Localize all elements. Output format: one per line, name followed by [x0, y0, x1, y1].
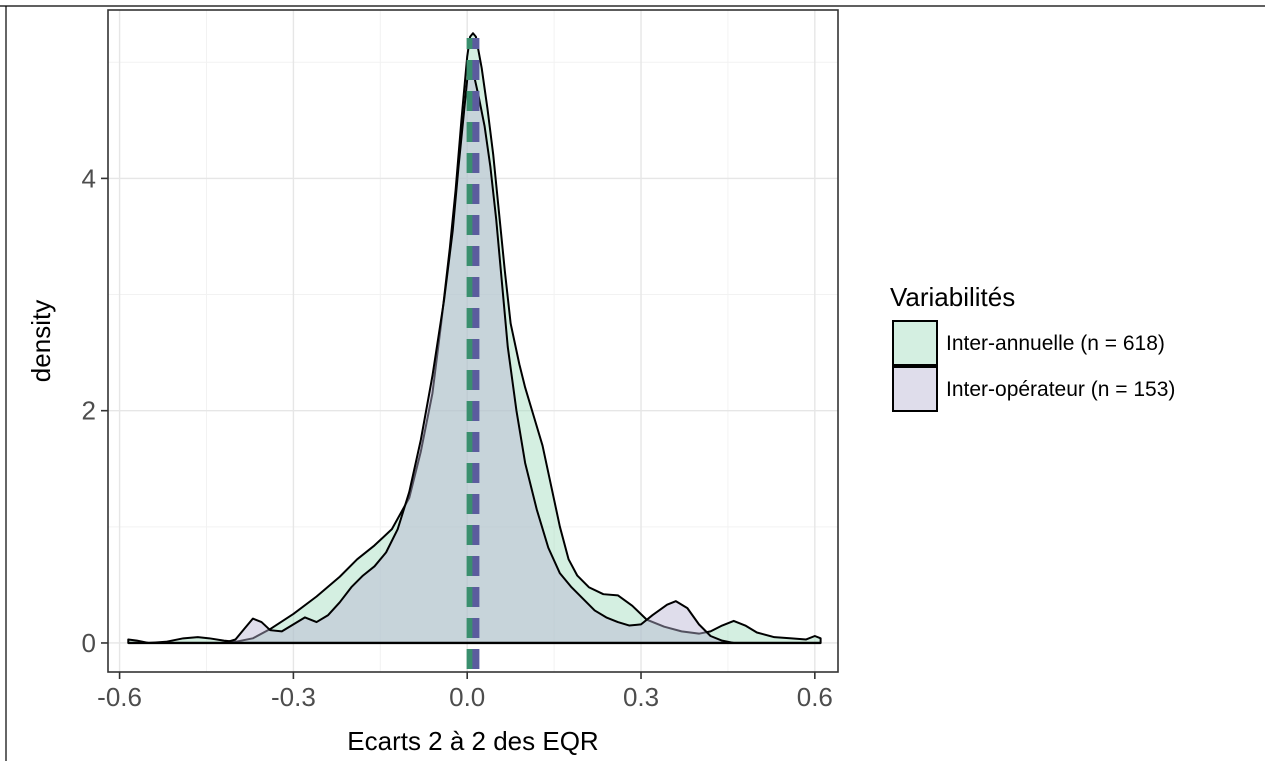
y-tick-label: 0 — [82, 628, 96, 658]
y-tick-label: 2 — [82, 396, 96, 426]
legend: Variabilités Inter-annuelle (n = 618) Int… — [890, 282, 1175, 412]
legend-item-1: Inter-annuelle (n = 618) — [892, 320, 1165, 366]
legend-key-background — [892, 366, 938, 412]
plot-panel-border — [107, 9, 839, 673]
legend-key-swatch — [892, 366, 938, 412]
legend-item-2: Inter-opérateur (n = 153) — [892, 366, 1175, 412]
y-axis: 0 2 4 — [82, 163, 108, 658]
legend-key-swatch — [892, 320, 938, 366]
legend-label: Inter-annuelle (n = 618) — [946, 332, 1165, 355]
legend-title: Variabilités — [890, 282, 1015, 312]
legend-key-background — [892, 320, 938, 366]
x-tick-label: 0.3 — [623, 682, 659, 712]
y-axis-title: density — [26, 300, 56, 382]
density-area-series-1 — [127, 32, 822, 644]
mean-lines — [466, 38, 480, 669]
y-tick-label: 4 — [82, 163, 96, 193]
x-tick-label: 0.6 — [797, 682, 833, 712]
x-tick-label: -0.6 — [97, 682, 142, 712]
x-axis: -0.6 -0.3 0.0 0.3 0.6 — [97, 672, 833, 712]
x-axis-title: Ecarts 2 à 2 des EQR — [347, 726, 598, 756]
x-tick-label: -0.3 — [271, 682, 316, 712]
legend-label: Inter-opérateur (n = 153) — [946, 378, 1175, 401]
x-tick-label: 0.0 — [449, 682, 485, 712]
